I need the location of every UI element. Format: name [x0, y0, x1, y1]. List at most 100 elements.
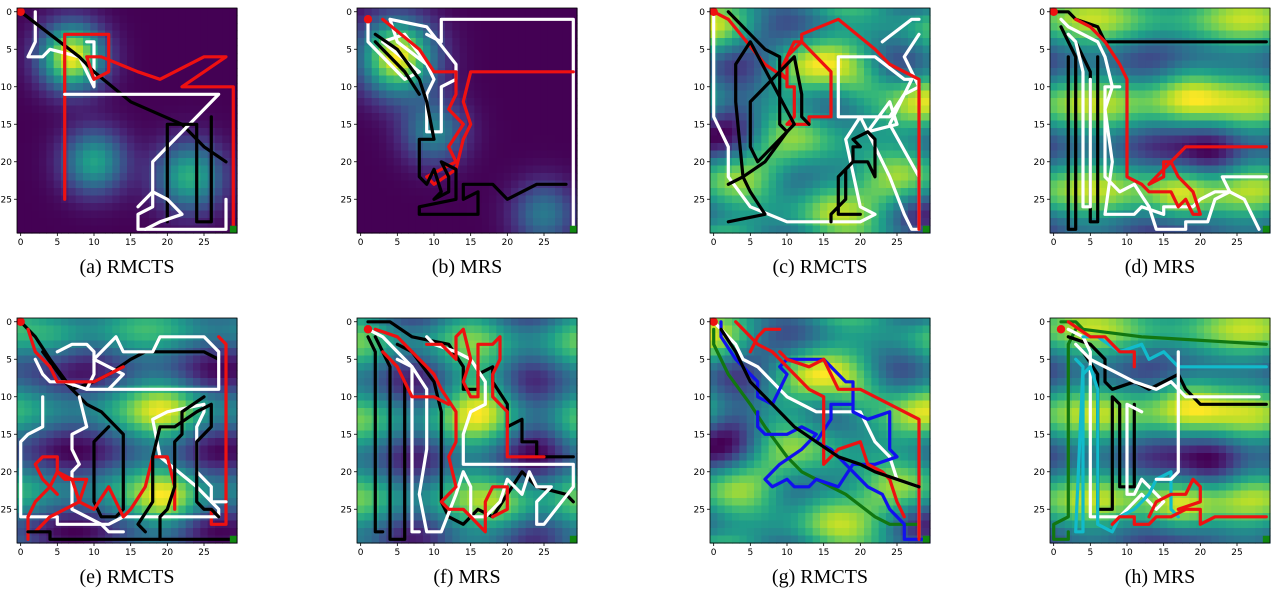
- heatmap-cell: [1211, 90, 1220, 99]
- heatmap-cell: [849, 90, 858, 99]
- heatmap-cell: [474, 120, 483, 129]
- heatmap-cell: [1174, 120, 1183, 129]
- heatmap-cell: [112, 113, 121, 122]
- heatmap-cell: [97, 415, 106, 424]
- heatmap-cell: [156, 45, 165, 54]
- heatmap-cell: [39, 318, 47, 327]
- heatmap-cell: [1130, 68, 1139, 77]
- heatmap-cell: [97, 218, 106, 227]
- heatmap-cell: [437, 150, 446, 159]
- heatmap-cell: [408, 143, 417, 152]
- heatmap-cell: [1262, 60, 1271, 69]
- heatmap-cell: [1174, 30, 1183, 39]
- heatmap-cell: [1108, 68, 1117, 77]
- heatmap-cell: [533, 378, 541, 387]
- heatmap-cell: [467, 333, 475, 342]
- heatmap-cell: [83, 318, 91, 327]
- heatmap-cell: [229, 23, 238, 32]
- heatmap-cell: [185, 370, 194, 379]
- heatmap-cell: [1255, 83, 1264, 92]
- heatmap-cell: [496, 218, 505, 227]
- heatmap-cell: [893, 38, 902, 47]
- heatmap-cell: [827, 135, 836, 144]
- heatmap-cell: [1108, 120, 1117, 129]
- panel-caption: (e) RMCTS: [0, 566, 277, 589]
- heatmap-cell: [1079, 225, 1088, 234]
- heatmap-cell: [827, 180, 836, 189]
- heatmap-cell: [24, 505, 33, 514]
- heatmap-cell: [156, 438, 165, 447]
- heatmap-cell: [46, 75, 55, 84]
- heatmap-cell: [1152, 60, 1161, 69]
- plot-frame: [356, 7, 578, 234]
- heatmap-cell: [1050, 218, 1058, 227]
- heatmap-cell: [710, 143, 718, 152]
- plot-frame: [16, 7, 238, 234]
- heatmap-cell: [1182, 23, 1190, 32]
- heatmap-cell: [1079, 45, 1088, 54]
- heatmap-cell: [540, 195, 549, 204]
- heatmap-cell: [178, 60, 187, 69]
- heatmap-cell: [746, 53, 755, 62]
- heatmap-cell: [739, 158, 748, 167]
- heatmap-cell: [415, 385, 424, 394]
- heatmap-cell: [97, 333, 106, 342]
- heatmap-cell: [1152, 90, 1161, 99]
- heatmap-cell: [200, 38, 209, 47]
- heatmap-cell: [215, 143, 223, 152]
- heatmap-cell: [768, 225, 777, 234]
- heatmap-cell: [83, 370, 91, 379]
- heatmap-cell: [105, 468, 113, 477]
- heatmap-cell: [156, 210, 165, 219]
- heatmap-cell: [75, 385, 84, 394]
- heatmap-cell: [1072, 8, 1080, 17]
- heatmap-cell: [467, 150, 475, 159]
- heatmap-cell: [555, 135, 563, 144]
- heatmap-cell: [717, 83, 726, 92]
- heatmap-cell: [820, 150, 828, 159]
- heatmap-cell: [53, 195, 62, 204]
- heatmap-cell: [379, 325, 387, 334]
- heatmap-cell: [430, 8, 439, 17]
- heatmap-cell: [97, 98, 106, 107]
- heatmap-cell: [569, 370, 578, 379]
- heatmap-cell: [401, 158, 409, 167]
- heatmap-cell: [540, 143, 549, 152]
- heatmap-cell: [357, 90, 365, 99]
- heatmap-cell: [790, 30, 799, 39]
- heatmap-cell: [1226, 135, 1234, 144]
- heatmap-cell: [1101, 218, 1110, 227]
- heatmap-cell: [105, 143, 113, 152]
- heatmap-cell: [141, 415, 150, 424]
- heatmap-cell: [1248, 120, 1256, 129]
- heatmap-cell: [768, 203, 777, 212]
- heatmap-cell: [112, 23, 121, 32]
- heatmap-cell: [1050, 30, 1058, 39]
- heatmap-cell: [134, 165, 143, 174]
- heatmap-cell: [1211, 135, 1220, 144]
- x-tick-label: 15: [818, 238, 829, 248]
- heatmap-cell: [75, 15, 84, 24]
- heatmap-cell: [156, 38, 165, 47]
- heatmap-cell: [119, 68, 128, 77]
- heatmap-cell: [1145, 53, 1154, 62]
- heatmap-cell: [503, 105, 512, 114]
- heatmap-cell: [17, 333, 25, 342]
- heatmap-cell: [401, 173, 409, 182]
- heatmap-cell: [842, 30, 850, 39]
- heatmap-cell: [562, 173, 571, 182]
- heatmap-cell: [222, 135, 231, 144]
- heatmap-cell: [1211, 173, 1220, 182]
- heatmap-cell: [17, 363, 25, 372]
- heatmap-cell: [805, 53, 814, 62]
- heatmap-cell: [1130, 98, 1139, 107]
- heatmap-cell: [754, 218, 762, 227]
- heatmap-cell: [386, 325, 395, 334]
- heatmap-cell: [511, 225, 519, 234]
- heatmap-cell: [1116, 218, 1124, 227]
- heatmap-cell: [1262, 90, 1271, 99]
- heatmap-cell: [1211, 75, 1220, 84]
- heatmap-cell: [1174, 143, 1183, 152]
- heatmap-cell: [540, 90, 549, 99]
- heatmap-cell: [215, 438, 223, 447]
